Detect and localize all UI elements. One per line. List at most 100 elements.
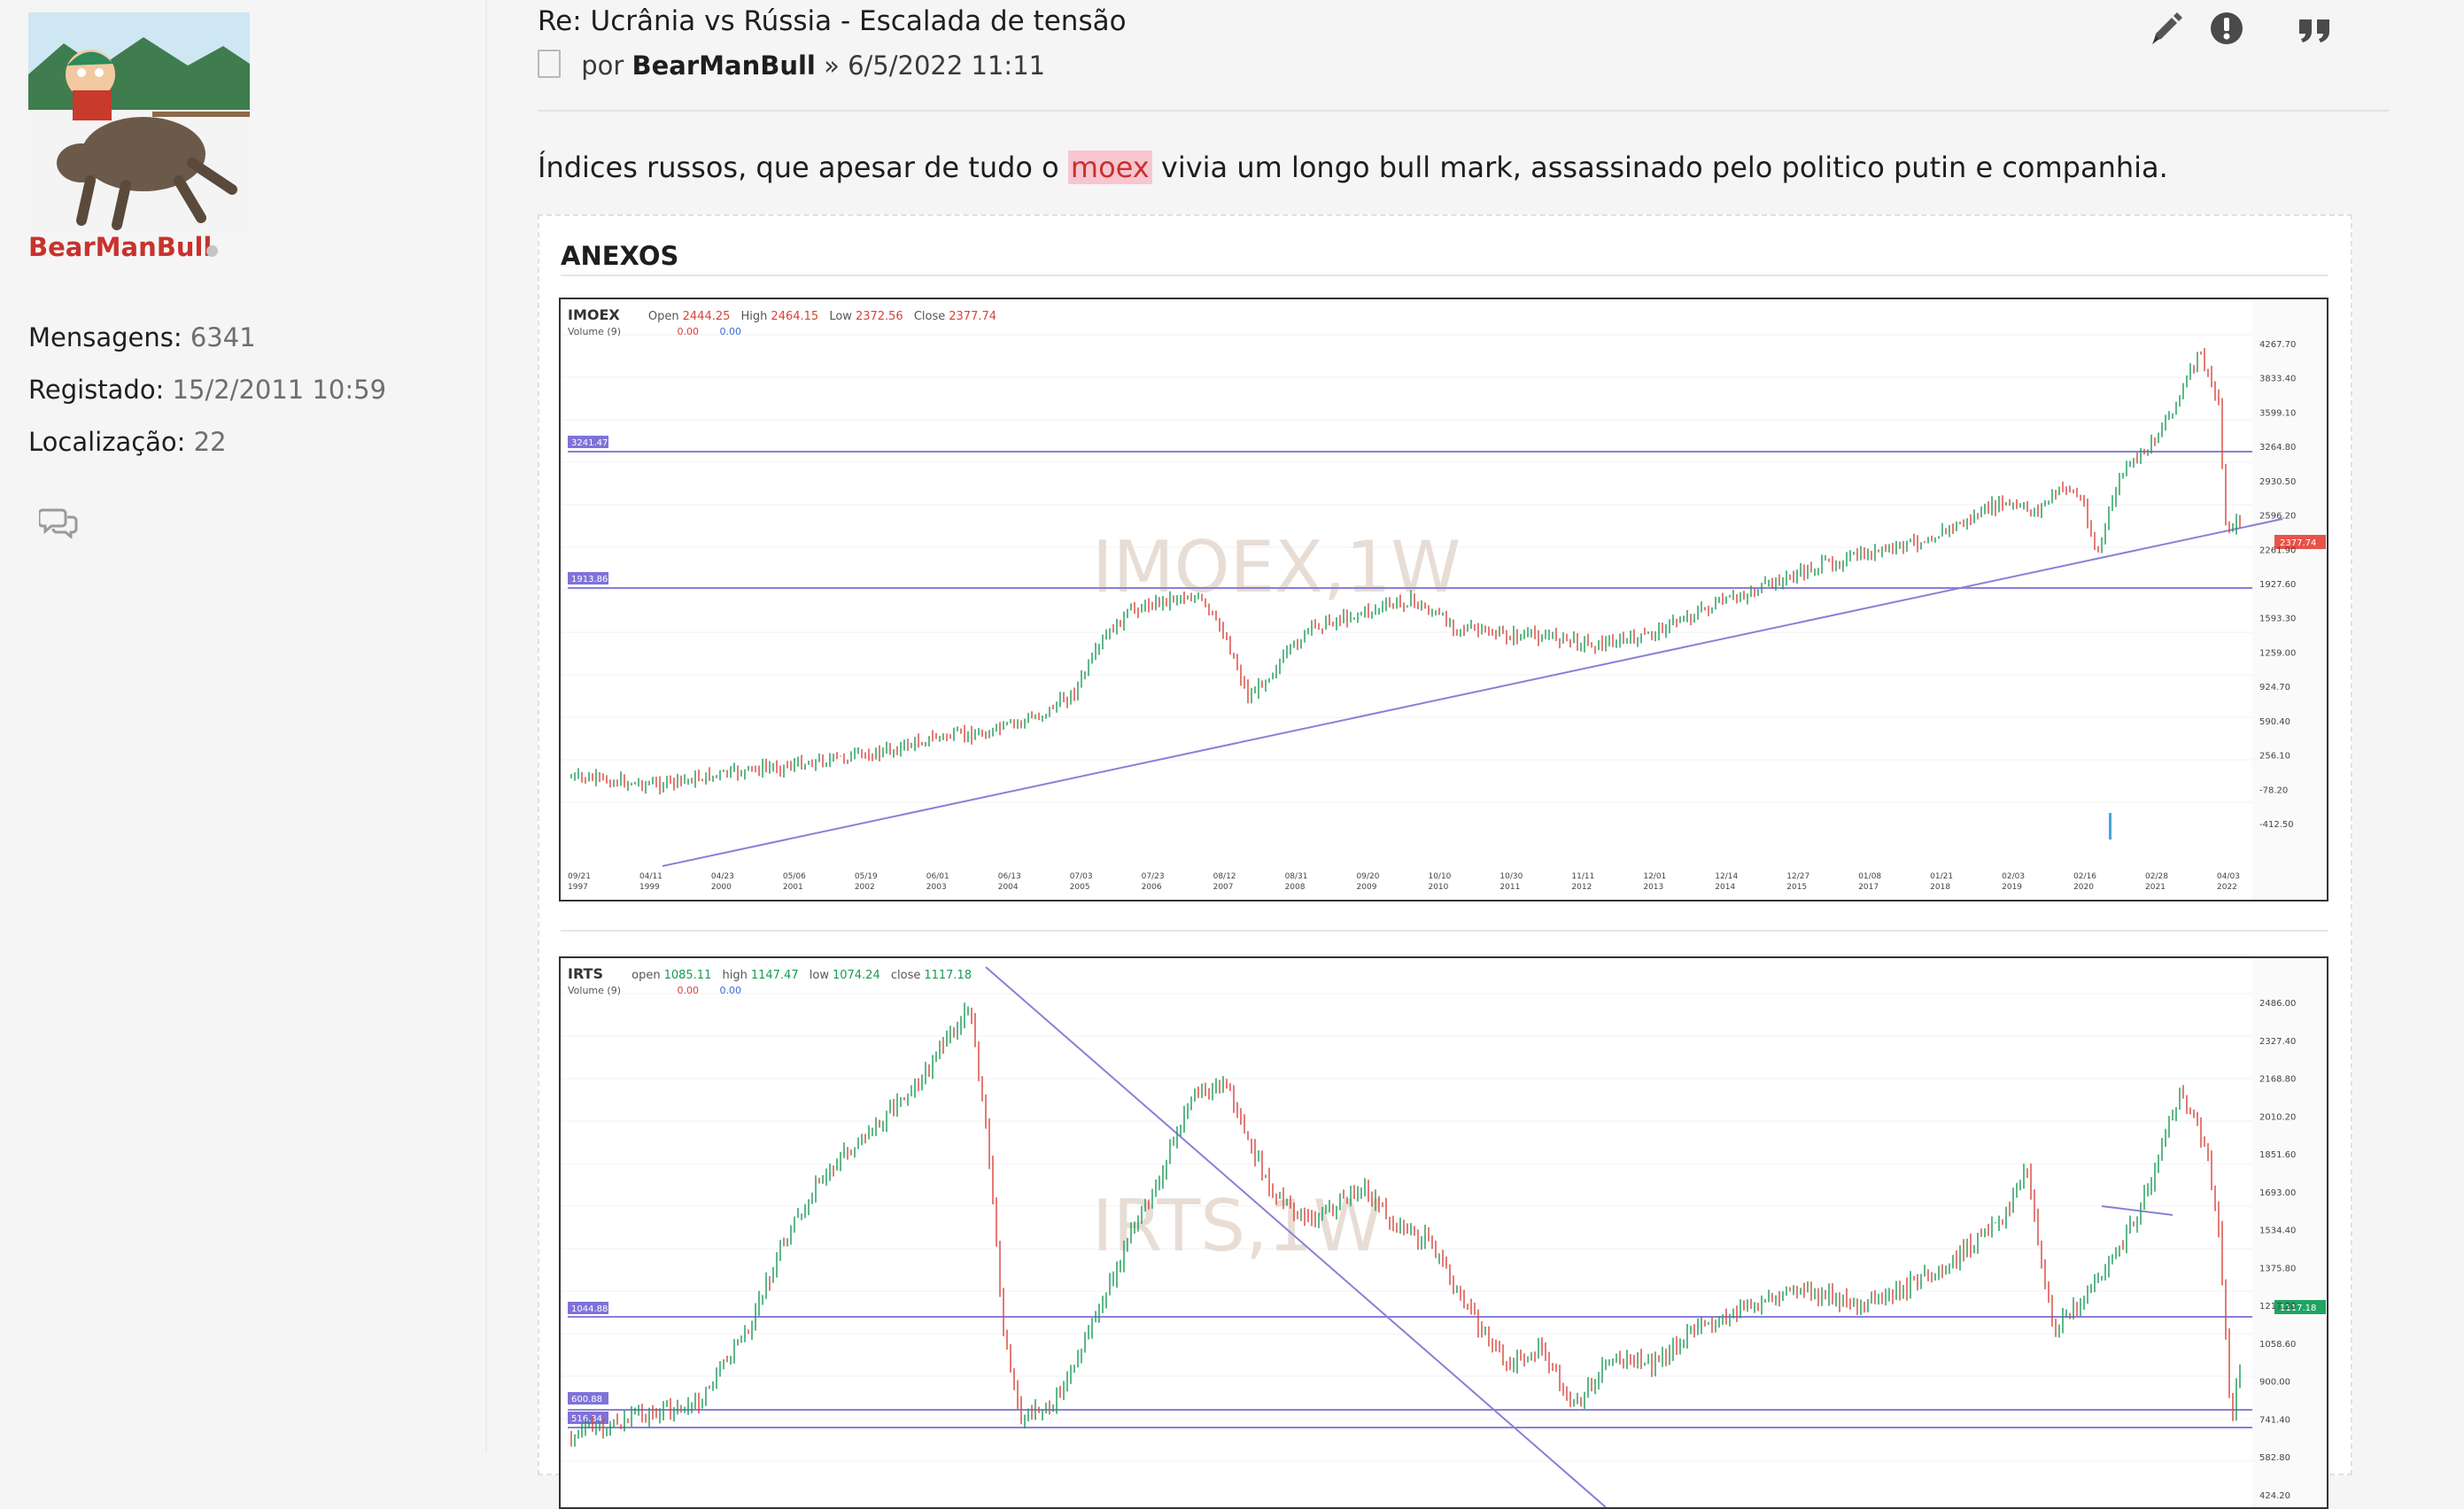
chart-symbol: IMOEX bbox=[568, 306, 620, 323]
x-tick-label: 09/20 bbox=[1357, 872, 1380, 881]
y-tick-label: 2168.80 bbox=[2259, 1075, 2296, 1085]
x-tick-label: 2009 bbox=[1357, 883, 1377, 892]
edit-icon[interactable] bbox=[2147, 9, 2186, 48]
y-tick-label: 2596.20 bbox=[2259, 512, 2296, 522]
x-tick-label: 09/21 bbox=[568, 872, 591, 881]
sidebar-divider bbox=[485, 0, 487, 1453]
volume-value-b: 0.00 bbox=[719, 985, 742, 996]
x-tick-label: 2014 bbox=[1715, 883, 1735, 892]
y-tick-label: 582.80 bbox=[2259, 1453, 2290, 1463]
close-label: close bbox=[890, 969, 921, 982]
author-name[interactable]: BearManBull bbox=[28, 232, 213, 262]
stat-label: Localização: bbox=[28, 427, 186, 457]
level-tag-text: 516.34 bbox=[571, 1414, 602, 1424]
high-label: high bbox=[722, 969, 748, 982]
y-tick-label: -78.20 bbox=[2259, 785, 2288, 795]
x-tick-label: 2000 bbox=[711, 883, 732, 892]
body-text-before: Índices russos, que apesar de tudo o bbox=[538, 151, 1059, 184]
attachments-title: ANEXOS bbox=[561, 241, 679, 271]
y-tick-label: 1217.20 bbox=[2259, 1302, 2296, 1312]
x-tick-label: 2011 bbox=[1499, 883, 1520, 892]
meta-prefix: por bbox=[581, 50, 624, 81]
y-tick-label: 1259.00 bbox=[2259, 648, 2296, 658]
x-tick-label: 2013 bbox=[1643, 883, 1663, 892]
attachments-box: ANEXOS IMOEX,1W 3241.47 1913.86 2377.74 4267… bbox=[538, 214, 2352, 1509]
volume-value-b: 0.00 bbox=[719, 326, 742, 337]
x-tick-label: 02/03 bbox=[2002, 872, 2025, 881]
x-tick-label: 2015 bbox=[1786, 883, 1807, 892]
post-title[interactable]: Re: Ucrânia vs Rússia - Escalada de tens… bbox=[538, 5, 1127, 37]
x-tick-label: 1999 bbox=[639, 883, 660, 892]
y-tick-label: 3599.10 bbox=[2259, 408, 2296, 418]
trend-line bbox=[2101, 1205, 2173, 1216]
x-tick-label: 2018 bbox=[1930, 883, 1950, 892]
level-tag-text: 1913.86 bbox=[571, 575, 608, 584]
stat-value: 22 bbox=[193, 427, 227, 457]
meta-separator: » bbox=[824, 50, 840, 81]
speech-bubbles-icon[interactable] bbox=[37, 507, 78, 540]
x-tick-label: 01/21 bbox=[1930, 872, 1953, 881]
chart-imoex[interactable]: IMOEX,1W 3241.47 1913.86 2377.74 4267.70 3833… bbox=[559, 298, 2328, 902]
volume-label: Volume (9) bbox=[568, 326, 621, 337]
report-icon[interactable] bbox=[2207, 9, 2246, 48]
level-tag-text: 1044.88 bbox=[571, 1304, 608, 1314]
x-tick-label: 10/10 bbox=[1428, 872, 1451, 881]
y-tick-label: 1058.60 bbox=[2259, 1340, 2296, 1350]
x-tick-label: 12/14 bbox=[1715, 872, 1738, 881]
body-text-after: vivia um longo bull mark, assassinado pe… bbox=[1160, 151, 2168, 184]
open-value: 1085.11 bbox=[663, 969, 712, 982]
chart-watermark: IRTS,1W bbox=[1092, 1185, 1383, 1267]
x-tick-label: 02/28 bbox=[2145, 872, 2168, 881]
quote-icon[interactable] bbox=[2296, 9, 2335, 48]
x-tick-label: 2019 bbox=[2002, 883, 2022, 892]
x-tick-label: 04/23 bbox=[711, 872, 734, 881]
y-tick-label: 256.10 bbox=[2259, 752, 2290, 762]
highlighted-term: moex bbox=[1067, 151, 1152, 184]
price-axis-bg bbox=[2252, 958, 2327, 1507]
x-tick-label: 07/23 bbox=[1142, 872, 1165, 881]
post-body: Índices russos, que apesar de tudo o moe… bbox=[538, 151, 2168, 184]
y-tick-label: 4267.70 bbox=[2259, 340, 2296, 350]
level-tag-text: 3241.47 bbox=[571, 438, 608, 448]
irts-chart-svg: IRTS,1W 1044.88 600.88 516.34 1117.18 2486.00… bbox=[561, 958, 2327, 1507]
post-author-link[interactable]: BearManBull bbox=[631, 50, 816, 81]
chart-irts[interactable]: IRTS,1W 1044.88 600.88 516.34 1117.18 2486.00… bbox=[559, 956, 2328, 1509]
close-value: 2377.74 bbox=[949, 310, 997, 323]
y-tick-label: 3264.80 bbox=[2259, 443, 2296, 453]
ohlc-legend: IRTS open 1085.11 high 1147.47 low 1074.24 … bbox=[568, 965, 972, 982]
stat-label: Mensagens: bbox=[28, 322, 182, 352]
x-tick-label: 2017 bbox=[1858, 883, 1879, 892]
x-tick-label: 04/11 bbox=[639, 872, 662, 881]
imoex-chart-svg: IMOEX,1W 3241.47 1913.86 2377.74 4267.70 3833… bbox=[561, 299, 2327, 900]
x-tick-label: 1997 bbox=[568, 883, 588, 892]
x-tick-label: 2001 bbox=[783, 883, 803, 892]
post-container: Re: Ucrânia vs Rússia - Escalada de tens… bbox=[489, 0, 2389, 1509]
ohlc-legend: IMOEX Open 2444.25 High 2464.15 Low 2372.56… bbox=[568, 306, 996, 323]
price-tag bbox=[2274, 1300, 2326, 1314]
chart-divider bbox=[561, 930, 2328, 932]
y-tick-label: 924.70 bbox=[2259, 683, 2290, 693]
y-tick-label: 1851.60 bbox=[2259, 1150, 2296, 1160]
x-tick-label: 12/01 bbox=[1643, 872, 1666, 881]
stat-location: Localização: 22 bbox=[28, 427, 227, 457]
volume-label: Volume (9) bbox=[568, 985, 621, 996]
x-tick-label: 2008 bbox=[1285, 883, 1306, 892]
y-tick-label: 1534.40 bbox=[2259, 1227, 2296, 1236]
open-label: open bbox=[631, 969, 661, 982]
document-icon bbox=[538, 50, 561, 78]
x-tick-label: 2007 bbox=[1213, 883, 1234, 892]
attachments-divider bbox=[561, 275, 2328, 276]
y-tick-label: 2010.20 bbox=[2259, 1112, 2296, 1122]
x-tick-label: 2010 bbox=[1428, 883, 1448, 892]
stat-registered: Registado: 15/2/2011 10:59 bbox=[28, 375, 386, 405]
x-tick-label: 08/12 bbox=[1213, 872, 1236, 881]
x-tick-label: 11/11 bbox=[1571, 872, 1594, 881]
trend-line bbox=[662, 518, 2283, 867]
x-tick-label: 04/03 bbox=[2217, 872, 2240, 881]
y-tick-label: 741.40 bbox=[2259, 1415, 2290, 1425]
x-tick-label: 2003 bbox=[926, 883, 947, 892]
volume-legend: Volume (9) 0.00 0.00 bbox=[568, 326, 741, 337]
x-tick-label: 05/06 bbox=[783, 872, 806, 881]
avatar[interactable] bbox=[28, 12, 250, 232]
trend-line bbox=[985, 966, 1607, 1507]
